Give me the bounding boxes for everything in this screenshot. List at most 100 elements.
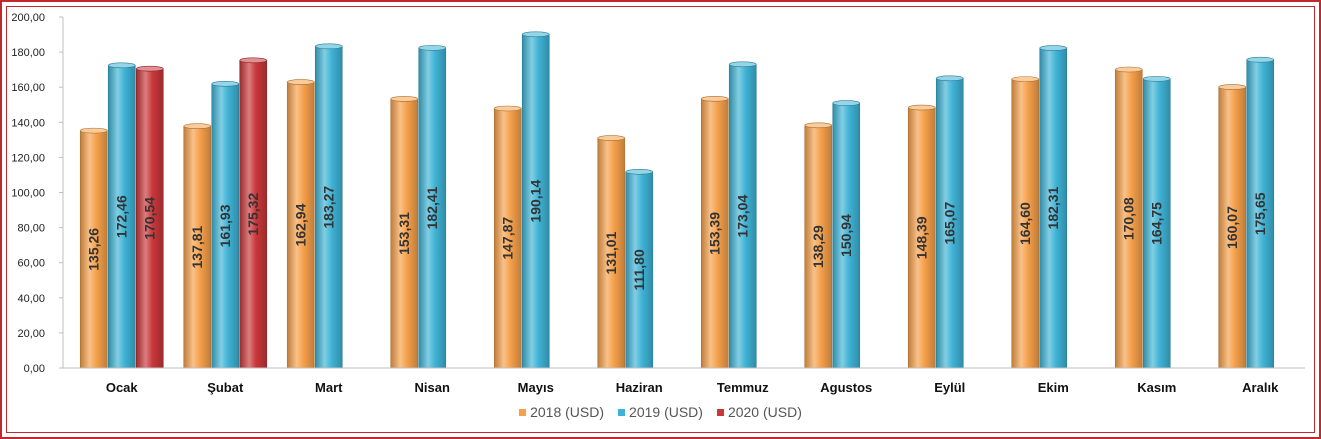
data-label: 160,07 xyxy=(1224,206,1240,249)
bar xyxy=(314,46,343,369)
legend-swatch xyxy=(716,408,724,416)
bar xyxy=(286,81,315,369)
data-label: 173,04 xyxy=(735,195,751,238)
data-label: 182,31 xyxy=(1045,186,1061,229)
legend-item: 2020 (USD) xyxy=(716,404,802,420)
data-label: 131,01 xyxy=(603,231,619,274)
x-tick-label: Temmuz xyxy=(717,380,769,395)
bar xyxy=(728,64,757,369)
x-tick-label: Aralık xyxy=(1242,380,1279,395)
data-label: 137,81 xyxy=(189,225,205,268)
x-tick-label: Mart xyxy=(315,380,343,395)
bar xyxy=(907,107,936,369)
y-tick-label: 100,00 xyxy=(11,188,45,200)
data-label: 135,26 xyxy=(86,228,102,271)
bar-cap xyxy=(804,122,833,129)
data-label: 183,27 xyxy=(321,186,337,229)
x-tick-label: Şubat xyxy=(207,380,244,395)
bar xyxy=(625,171,654,369)
x-tick-label: Haziran xyxy=(616,380,663,395)
bar-cap xyxy=(183,123,212,129)
y-tick-label: 160,00 xyxy=(11,82,45,94)
data-label: 164,75 xyxy=(1149,202,1165,245)
y-tick-label: 20,00 xyxy=(17,328,45,340)
bar xyxy=(1246,59,1275,369)
data-label: 148,39 xyxy=(914,216,930,259)
bar-cap xyxy=(390,96,419,102)
legend-swatch xyxy=(519,408,527,416)
legend-label: 2018 (USD) xyxy=(530,404,605,420)
bar-cap xyxy=(1011,76,1040,82)
data-label: 111,80 xyxy=(631,249,647,290)
legend-label: 2020 (USD) xyxy=(727,404,802,420)
y-tick-label: 120,00 xyxy=(11,152,45,164)
bar-cap xyxy=(728,61,757,68)
y-tick-label: 40,00 xyxy=(17,293,45,305)
bar xyxy=(183,125,212,369)
y-tick-label: 200,00 xyxy=(11,12,45,24)
bar xyxy=(521,34,550,369)
x-tick-label: Ocak xyxy=(106,380,139,395)
data-label: 153,31 xyxy=(396,212,412,255)
data-label: 190,14 xyxy=(528,180,544,223)
bar xyxy=(597,137,626,369)
bar-cap xyxy=(493,105,522,112)
bar-cap xyxy=(418,45,447,51)
data-label: 153,39 xyxy=(707,212,723,255)
bar xyxy=(493,108,522,369)
data-label: 182,41 xyxy=(424,186,440,229)
data-label: 175,65 xyxy=(1252,192,1268,235)
x-tick-label: Eylül xyxy=(934,380,965,395)
data-label: 164,60 xyxy=(1017,202,1033,245)
bar xyxy=(1142,78,1171,369)
y-tick-label: 80,00 xyxy=(17,223,45,235)
data-label: 161,93 xyxy=(217,204,233,247)
bar-cap xyxy=(314,43,343,50)
bar-cap xyxy=(597,135,626,141)
x-tick-label: Agustos xyxy=(820,380,872,395)
bar-cap xyxy=(135,65,164,72)
bar-cap xyxy=(1246,56,1275,63)
x-tick-label: Kasım xyxy=(1137,380,1176,395)
legend-label: 2019 (USD) xyxy=(629,404,703,420)
bar xyxy=(935,78,964,369)
bar-cap xyxy=(286,79,315,85)
bar xyxy=(804,125,833,369)
legend-item: 2018 (USD) xyxy=(519,404,604,420)
y-axis: 0,00 20,00 40,00 60,00 80,00 100,00 120,00 140,… xyxy=(11,12,64,375)
bar-cap xyxy=(239,57,268,64)
bar xyxy=(1011,78,1040,369)
bar-chart: 0,00 20,00 40,00 60,00 80,00 100,00 120,00 140,… xyxy=(11,12,1305,395)
legend-swatch xyxy=(618,408,626,416)
data-label: 165,07 xyxy=(942,202,958,245)
bar xyxy=(1039,47,1068,369)
bar-cap xyxy=(79,127,108,134)
bar xyxy=(832,102,861,369)
x-tick-label: Ekim xyxy=(1038,380,1069,395)
x-axis: Ocak Şubat Mart Nisan Mayıs Haziran Temmuz Agus… xyxy=(63,367,1305,395)
bar-cap xyxy=(935,75,964,82)
bar xyxy=(418,47,447,369)
data-label: 175,32 xyxy=(245,193,261,236)
bar xyxy=(1114,69,1143,369)
x-tick-label: Mayıs xyxy=(518,380,554,395)
y-tick-label: 60,00 xyxy=(17,258,45,270)
bar-cap xyxy=(700,96,729,102)
bar xyxy=(239,60,268,369)
x-tick-label: Nisan xyxy=(415,380,450,395)
data-label: 147,87 xyxy=(500,217,516,260)
chart-frame-inner xyxy=(6,6,1315,433)
bar-cap xyxy=(1142,76,1171,82)
bar-cap xyxy=(625,168,654,175)
bar-cap xyxy=(107,62,136,69)
y-tick-label: 140,00 xyxy=(11,117,45,129)
data-label: 172,46 xyxy=(114,195,130,238)
y-tick-label: 180,00 xyxy=(11,47,45,59)
data-label: 162,94 xyxy=(293,203,309,246)
bar xyxy=(700,98,729,369)
bar-cap xyxy=(1114,66,1143,73)
bar-cap xyxy=(211,81,240,87)
data-label: 138,29 xyxy=(810,225,826,268)
legend: 2018 (USD) 2019 (USD) 2020 (USD) xyxy=(0,404,1321,420)
bar-cap xyxy=(521,31,550,38)
